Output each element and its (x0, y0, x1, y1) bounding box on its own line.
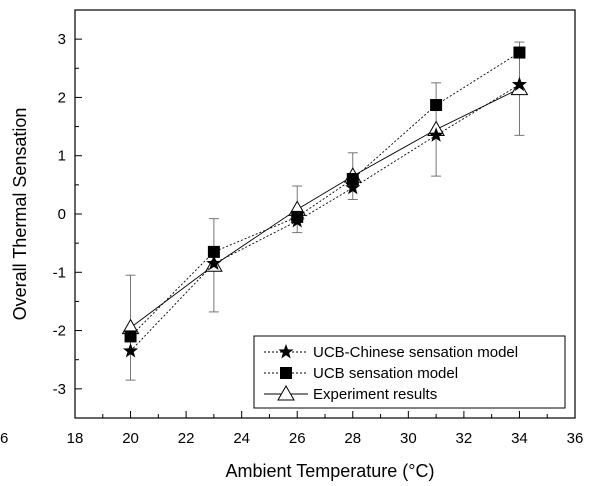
legend-label: UCB-Chinese sensation model (313, 344, 518, 361)
legend: UCB-Chinese sensation model UCB sensation… (253, 335, 566, 409)
square-marker (207, 245, 220, 258)
star-marker (278, 344, 294, 359)
square-marker (430, 99, 443, 112)
square-marker (346, 173, 359, 186)
stray-label: 6 (0, 430, 8, 447)
y-tick-label: -2 (53, 323, 66, 340)
star-marker (289, 212, 305, 228)
series-line (130, 88, 520, 329)
star-marker (122, 342, 139, 358)
x-tick-label: 26 (289, 430, 306, 447)
legend-items: UCB-Chinese sensation model UCB sensation… (264, 344, 518, 403)
square-marker (280, 367, 292, 379)
x-tick-label: 18 (67, 430, 84, 447)
series-square (124, 46, 526, 343)
axis-ticks-layer: 18 20 22 24 26 28 30 32 34 36 -3 -2 -1 0 1 2 3 (53, 9, 584, 447)
star-marker (345, 179, 361, 195)
x-tick-label: 20 (122, 430, 139, 447)
triangle-marker (277, 384, 295, 401)
series-triangle-open (121, 41, 529, 381)
series-line (130, 52, 520, 337)
x-axis-title: Ambient Temperature (°C) (226, 461, 435, 481)
y-tick-label: -1 (53, 264, 66, 281)
square-marker (513, 46, 526, 59)
y-tick-label: 1 (58, 148, 66, 165)
star-marker (206, 255, 222, 271)
legend-label: UCB sensation model (313, 365, 458, 382)
y-axis-title: Overall Thermal Sensation (10, 108, 30, 321)
series-line (130, 84, 520, 352)
y-tick-label: 2 (58, 89, 66, 106)
y-tick-label: 3 (58, 31, 66, 48)
x-tick-label: 32 (456, 430, 473, 447)
x-tick-label: 30 (400, 430, 417, 447)
series-layer (121, 41, 529, 381)
x-tick-label: 22 (178, 430, 195, 447)
series-star (122, 76, 528, 358)
x-tick-label: 24 (233, 430, 250, 447)
star-marker (511, 76, 528, 92)
x-tick-label: 34 (511, 430, 528, 447)
star-marker (428, 127, 444, 142)
x-tick-label: 36 (567, 430, 584, 447)
legend-box (253, 335, 566, 409)
x-tick-label: 28 (344, 430, 361, 447)
legend-label: Experiment results (313, 386, 437, 403)
square-marker (124, 330, 137, 343)
y-tick-label: -3 (53, 381, 66, 398)
y-tick-label: 0 (58, 206, 66, 223)
